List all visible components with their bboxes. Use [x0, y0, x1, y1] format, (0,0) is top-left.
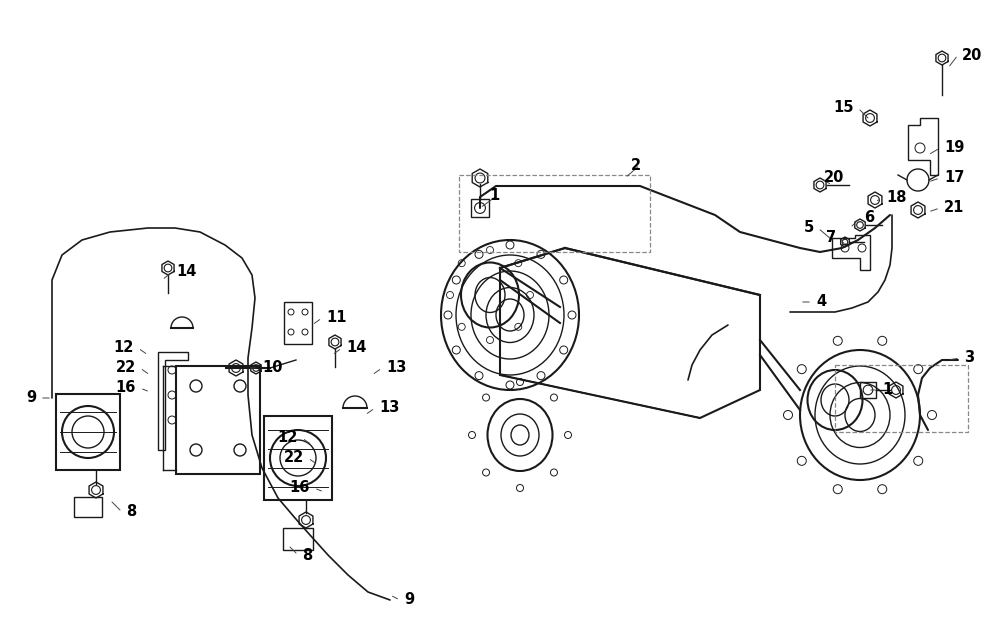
Bar	[56, 394, 120, 470]
Text: 3: 3	[964, 351, 974, 365]
Bar	[283, 528, 313, 550]
Bar	[835, 365, 968, 432]
Text: 2: 2	[631, 157, 641, 173]
Text: 16: 16	[290, 481, 310, 495]
Text: 13: 13	[379, 401, 399, 415]
Bar	[471, 199, 489, 217]
Text: 13: 13	[386, 360, 406, 376]
Text: 14: 14	[346, 340, 366, 355]
Text: 8: 8	[302, 547, 312, 563]
Text: 9: 9	[404, 593, 414, 607]
Text: 21: 21	[944, 200, 964, 216]
Text: 7: 7	[826, 230, 836, 246]
Text: 9: 9	[26, 390, 36, 406]
Text: 4: 4	[816, 294, 826, 310]
Bar	[176, 366, 260, 474]
Text: 22: 22	[116, 360, 136, 376]
Text: 20: 20	[962, 47, 982, 63]
Text: 1: 1	[882, 383, 892, 397]
Text: 5: 5	[804, 221, 814, 236]
Text: 16: 16	[116, 381, 136, 396]
Text: 12: 12	[114, 340, 134, 355]
Text: 22: 22	[284, 451, 304, 465]
Text: 15: 15	[834, 100, 854, 115]
Text: 1: 1	[489, 188, 499, 202]
Text: 8: 8	[126, 504, 136, 520]
Bar	[74, 497, 102, 517]
Text: 20: 20	[824, 170, 844, 186]
Text: 19: 19	[944, 141, 964, 156]
Text: 11: 11	[326, 310, 347, 326]
Text: 12: 12	[278, 431, 298, 445]
Text: 17: 17	[944, 170, 964, 186]
Text: 18: 18	[886, 191, 906, 205]
Text: 10: 10	[262, 360, 283, 376]
Text: 6: 6	[864, 211, 874, 225]
Bar	[264, 416, 332, 500]
Bar	[860, 382, 876, 398]
Text: 14: 14	[176, 264, 196, 280]
Bar	[284, 302, 312, 344]
Bar	[459, 175, 650, 252]
